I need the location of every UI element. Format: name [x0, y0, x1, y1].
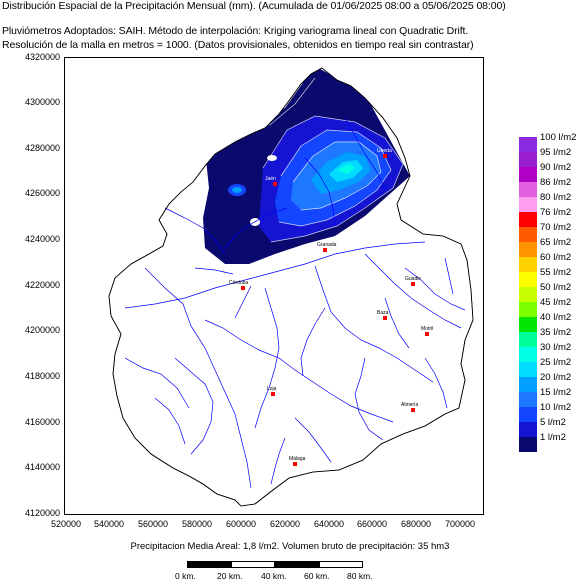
- y-tick-label: 4160000: [24, 417, 60, 427]
- y-tick-label: 4200000: [24, 325, 60, 335]
- y-tick-label: 4240000: [24, 234, 60, 244]
- legend-item: 35 l/m2: [519, 327, 579, 347]
- town-baza[interactable]: Baza: [377, 310, 389, 320]
- legend-item: 55 l/m2: [519, 267, 579, 287]
- map-title: Distribución Espacial de la Precipitació…: [2, 0, 506, 12]
- legend-item: 50 l/m2: [519, 282, 579, 302]
- y-tick-label: 4300000: [24, 97, 60, 107]
- svg-text:Málaga: Málaga: [289, 456, 306, 462]
- legend-item: 10 l/m2: [519, 402, 579, 422]
- legend-item: 76 l/m2: [519, 207, 579, 227]
- legend-item: 86 l/m2: [519, 177, 579, 197]
- x-tick-label: 580000: [181, 519, 213, 529]
- legend-item: 30 l/m2: [519, 342, 579, 362]
- legend-item: 45 l/m2: [519, 297, 579, 317]
- town-loja[interactable]: Loja: [267, 386, 277, 396]
- y-tick-label: 4120000: [24, 508, 60, 518]
- svg-text:Úbeda: Úbeda: [377, 147, 392, 154]
- town-motril[interactable]: Motril: [421, 326, 433, 336]
- map-canvas: Jaén Úbeda Granada Córdoba Guadix Baza: [108, 67, 474, 507]
- legend-item: 1 l/m2: [519, 432, 579, 452]
- scale-label: 80 km.: [347, 571, 373, 581]
- legend-item: 90 l/m2: [519, 162, 579, 182]
- town-malaga[interactable]: Málaga: [289, 456, 306, 466]
- legend-item: 15 l/m2: [519, 387, 579, 407]
- legend-item: 65 l/m2: [519, 237, 579, 257]
- x-tick-label: 700000: [444, 519, 476, 529]
- town-markers: Jaén Úbeda Granada Córdoba Guadix Baza: [229, 147, 433, 466]
- y-tick-label: 4280000: [24, 143, 60, 153]
- method-description: Pluviómetros Adoptados: SAIH. Método de …: [2, 25, 469, 37]
- rivers: [124, 117, 466, 489]
- svg-text:Jaén: Jaén: [265, 176, 276, 182]
- town-granada[interactable]: Granada: [317, 242, 337, 252]
- x-tick-label: 620000: [269, 519, 301, 529]
- legend-item: 40 l/m2: [519, 312, 579, 332]
- y-tick-label: 4180000: [24, 371, 60, 381]
- svg-text:Córdoba: Córdoba: [229, 280, 248, 286]
- x-tick-label: 640000: [313, 519, 345, 529]
- areal-precipitation-summary: Precipitacion Media Areal: 1,8 l/m2. Vol…: [130, 541, 450, 552]
- town-ubeda[interactable]: Úbeda: [377, 147, 392, 158]
- x-tick-label: 600000: [225, 519, 257, 529]
- legend-item: 70 l/m2: [519, 222, 579, 242]
- x-tick-label: 540000: [93, 519, 125, 529]
- town-almeria[interactable]: Almería: [401, 402, 418, 412]
- scale-label: 40 km.: [261, 571, 287, 581]
- y-tick-label: 4320000: [24, 52, 60, 62]
- resolution-note: Resolución de la malla en metros = 1000.…: [2, 39, 474, 51]
- svg-text:Almería: Almería: [401, 402, 418, 408]
- y-tick-label: 4140000: [24, 462, 60, 472]
- x-tick-label: 560000: [137, 519, 169, 529]
- legend-item: 100 l/m2: [519, 132, 579, 152]
- svg-text:Loja: Loja: [267, 386, 277, 392]
- y-tick-label: 4220000: [24, 280, 60, 290]
- legend-item: 5 l/m2: [519, 417, 579, 437]
- legend-item: 95 l/m2: [519, 147, 579, 167]
- scale-label: 20 km.: [217, 571, 243, 581]
- legend-item: 25 l/m2: [519, 357, 579, 377]
- legend-item: 20 l/m2: [519, 372, 579, 392]
- svg-text:Motril: Motril: [421, 326, 433, 332]
- scale-label: 0 km.: [175, 571, 196, 581]
- precipitation-map[interactable]: Jaén Úbeda Granada Córdoba Guadix Baza: [64, 57, 484, 515]
- x-tick-label: 680000: [400, 519, 432, 529]
- town-jaen[interactable]: Jaén: [265, 176, 277, 186]
- legend-item: 60 l/m2: [519, 252, 579, 272]
- svg-text:Baza: Baza: [377, 310, 389, 316]
- svg-text:Granada: Granada: [317, 242, 337, 248]
- x-tick-label: 660000: [356, 519, 388, 529]
- x-tick-label: 520000: [50, 519, 82, 529]
- town-cordoba[interactable]: Córdoba: [229, 280, 248, 290]
- legend-item: 80 l/m2: [519, 192, 579, 212]
- y-tick-label: 4260000: [24, 188, 60, 198]
- town-guadix[interactable]: Guadix: [405, 276, 421, 286]
- svg-text:Guadix: Guadix: [405, 276, 421, 282]
- scale-label: 60 km.: [304, 571, 330, 581]
